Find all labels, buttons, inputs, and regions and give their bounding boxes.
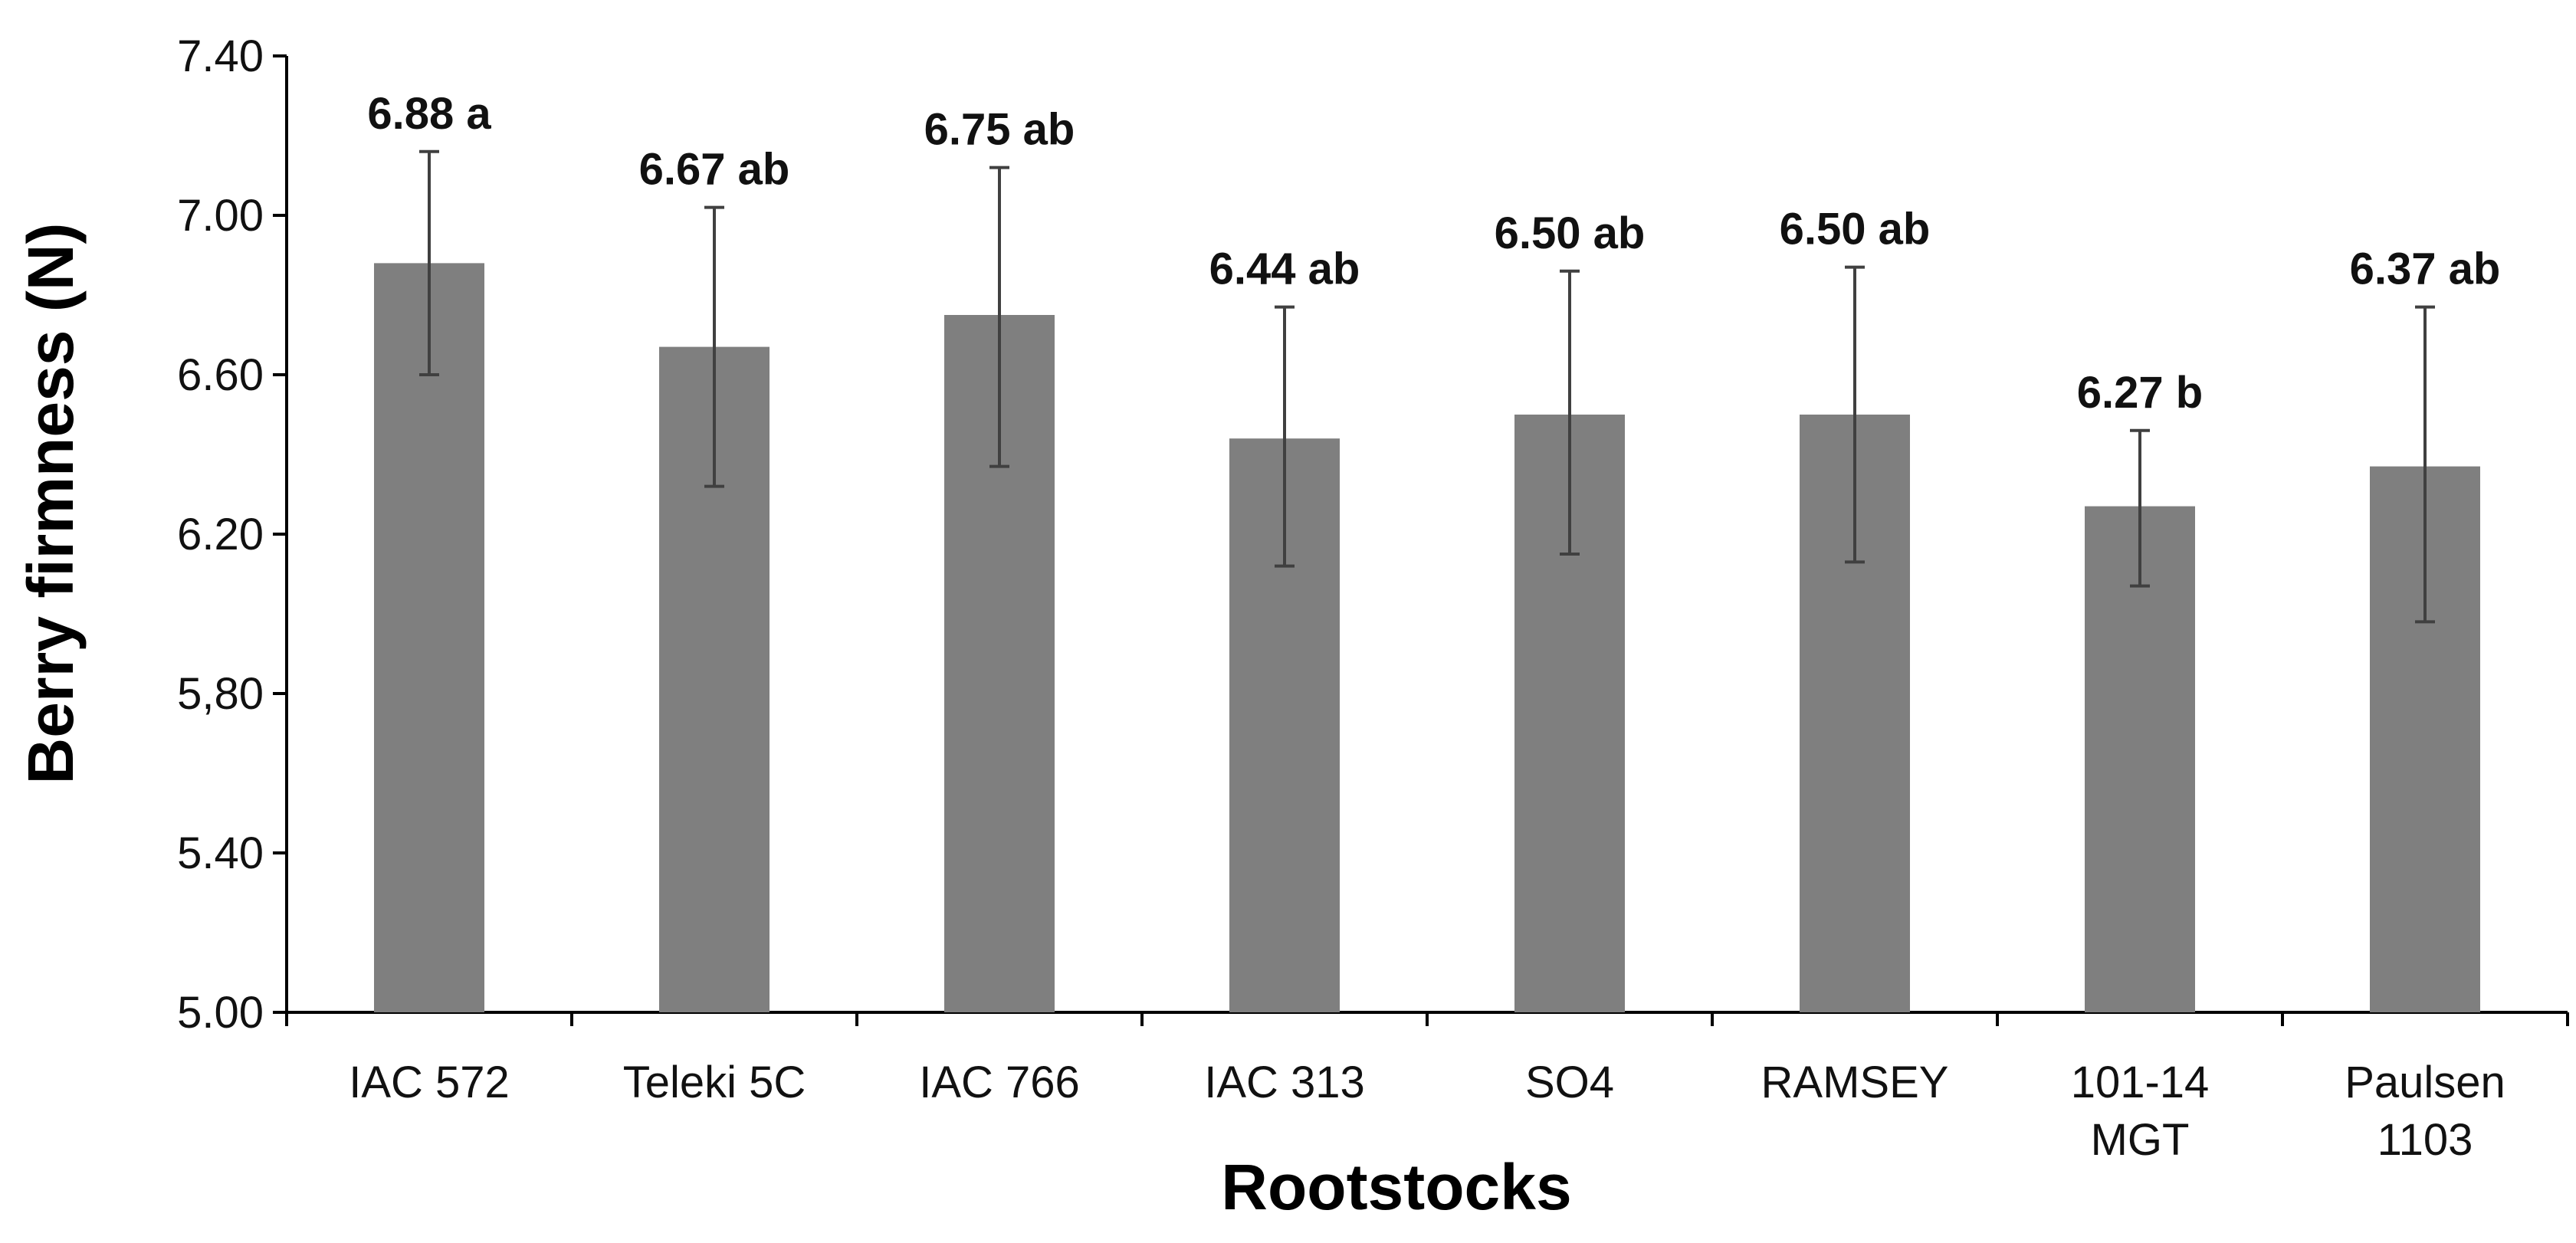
y-axis-title: Berry firmness (N) (15, 223, 87, 785)
data-label: 6.75 ab (924, 105, 1075, 155)
x-tick-label-line: 101-14 (2071, 1058, 2210, 1107)
y-tick-label: 5,80 (177, 669, 264, 719)
x-tick-label: Paulsen 1103 (2345, 1058, 2505, 1165)
x-tick-label-line: MGT (2091, 1115, 2190, 1165)
y-tick-label: 6.60 (177, 350, 264, 400)
data-label: 6.27 b (2077, 368, 2203, 418)
x-tick-label-line: IAC 572 (349, 1058, 510, 1107)
x-tick-label-line: IAC 313 (1204, 1058, 1365, 1107)
bar (2085, 506, 2195, 1012)
bars (374, 263, 2480, 1013)
x-tick-label: IAC 766 (919, 1058, 1080, 1107)
error-bars (419, 149, 2435, 624)
bar (374, 263, 484, 1012)
x-tick-label: RAMSEY (1761, 1058, 1949, 1107)
x-tick-label-line: 1103 (2377, 1115, 2473, 1165)
x-tick-label: 101-14 MGT (2071, 1058, 2210, 1165)
y-tick-label: 7.40 (177, 31, 264, 81)
axes (285, 56, 2569, 1026)
y-tick-label: 5.40 (177, 828, 264, 878)
x-tick-label: SO4 (1525, 1058, 1614, 1107)
y-axis-ticks: 5.00 5.40 5,80 6.20 6.60 7.00 7.40 (177, 31, 287, 1038)
x-tick-label-line: Teleki 5C (623, 1058, 806, 1107)
x-tick-label-line: IAC 766 (919, 1058, 1080, 1107)
x-tick-label-line: SO4 (1525, 1058, 1614, 1107)
x-tick-label-line: RAMSEY (1761, 1058, 1949, 1107)
y-tick-label: 5.00 (177, 988, 264, 1038)
data-labels: 6.88 a 6.67 ab 6.75 ab 6.44 ab 6.50 ab 6.50 a… (367, 89, 2500, 418)
data-label: 6.44 ab (1209, 244, 1360, 294)
y-tick-label: 7.00 (177, 191, 264, 241)
x-axis-title: Rootstocks (1221, 1151, 1571, 1223)
data-label: 6.67 ab (639, 145, 790, 195)
data-label: 6.37 ab (2350, 244, 2501, 294)
y-tick-label: 6.20 (177, 510, 264, 559)
x-tick-label-line: Paulsen (2345, 1058, 2505, 1107)
x-tick-label: IAC 572 (349, 1058, 510, 1107)
x-tick-label: IAC 313 (1204, 1058, 1365, 1107)
x-axis-tick-labels: IAC 572 Teleki 5C IAC 766 IAC 313 SO4 RAMSEY 1… (349, 1058, 2505, 1165)
data-label: 6.50 ab (1780, 205, 1931, 254)
data-label: 6.88 a (367, 89, 491, 139)
x-tick-label: Teleki 5C (623, 1058, 806, 1107)
data-label: 6.50 ab (1495, 208, 1646, 258)
